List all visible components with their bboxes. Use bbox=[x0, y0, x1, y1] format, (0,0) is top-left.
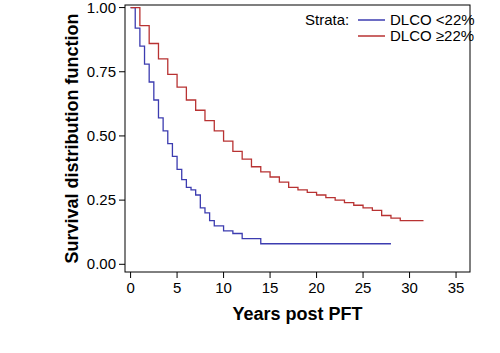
x-tick-label: 15 bbox=[262, 279, 279, 296]
x-tick bbox=[363, 272, 364, 278]
x-tick-label: 5 bbox=[173, 279, 181, 296]
y-tick bbox=[119, 71, 125, 72]
legend-swatch bbox=[358, 19, 385, 21]
y-axis-label: Survival distribution function bbox=[62, 13, 82, 263]
x-tick-label: 20 bbox=[308, 279, 325, 296]
survival-curve bbox=[131, 8, 424, 221]
y-tick-label: 0.00 bbox=[87, 255, 116, 272]
x-tick bbox=[316, 272, 317, 278]
y-tick bbox=[119, 200, 125, 201]
x-tick bbox=[177, 272, 178, 278]
y-tick bbox=[119, 264, 125, 265]
y-tick-label: 0.25 bbox=[87, 191, 116, 208]
survival-curve bbox=[131, 8, 391, 244]
legend-label: DLCO <22% bbox=[390, 11, 475, 28]
plot-frame bbox=[125, 5, 470, 272]
x-tick bbox=[223, 272, 224, 278]
y-tick-label: 0.75 bbox=[87, 63, 116, 80]
x-tick bbox=[270, 272, 271, 278]
x-tick-label: 0 bbox=[126, 279, 134, 296]
x-tick bbox=[456, 272, 457, 278]
x-tick bbox=[409, 272, 410, 278]
x-tick bbox=[130, 272, 131, 278]
legend-label: DLCO ≥22% bbox=[390, 27, 474, 44]
plot-area bbox=[131, 8, 424, 244]
x-tick-label: 35 bbox=[448, 279, 465, 296]
x-axis-label: Years post PFT bbox=[232, 304, 362, 324]
y-tick-label: 1.00 bbox=[87, 0, 116, 16]
legend-swatch bbox=[358, 35, 385, 37]
x-tick-label: 30 bbox=[401, 279, 418, 296]
x-tick-label: 25 bbox=[355, 279, 372, 296]
chart: 0 5 10 15 20 25 30 35 0.00 0.25 0.50 0.75 1.00 Years … bbox=[0, 0, 500, 353]
y-tick-label: 0.50 bbox=[87, 127, 116, 144]
legend-title: Strata: bbox=[305, 11, 349, 28]
x-tick-label: 10 bbox=[215, 279, 232, 296]
y-tick bbox=[119, 135, 125, 136]
y-tick bbox=[119, 7, 125, 8]
